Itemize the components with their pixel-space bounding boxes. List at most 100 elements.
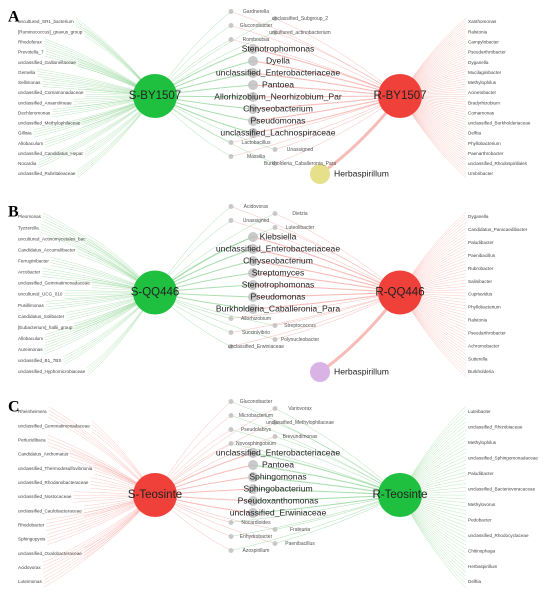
taxon-label: Sphingomonas bbox=[249, 471, 306, 481]
taxon-label: unclassified_Gallionellaceae bbox=[18, 60, 76, 65]
hub-label: R-Teosinte bbox=[373, 489, 428, 501]
taxon-label: Campylobacter bbox=[468, 39, 499, 44]
taxon-label: Sphingobacterium bbox=[243, 483, 312, 493]
panel-letter: C bbox=[8, 399, 20, 416]
taxon-label: Delftia bbox=[468, 131, 481, 136]
taxon-label: unclassified_Methylophilaceae bbox=[266, 420, 334, 426]
taxon-label: unclassified_Rhodospirillales bbox=[468, 161, 528, 166]
taxon-label: Variovorax bbox=[288, 406, 312, 412]
taxon-label: Perlucidibaca bbox=[18, 438, 46, 443]
taxon-node bbox=[228, 204, 234, 209]
taxon-node bbox=[272, 434, 278, 439]
taxon-label: unclassified_Enterobacteriaceae bbox=[216, 67, 340, 77]
taxon-node bbox=[272, 211, 278, 216]
taxon-node bbox=[228, 520, 234, 525]
taxon-label: Burkholderia_Caballeronia_Para bbox=[216, 303, 340, 313]
taxon-label: Herbaspirillum bbox=[468, 564, 498, 569]
taxon-label: Acidovorax bbox=[18, 565, 41, 570]
taxon-node bbox=[272, 527, 278, 532]
taxon-label: Delftia bbox=[468, 579, 481, 584]
taxon-node bbox=[248, 128, 258, 138]
taxon-label: unclassified_Rubritaleaceae bbox=[18, 171, 76, 176]
taxon-label: Allobaculum bbox=[18, 141, 43, 146]
taxon-label: Candidatus_Accumulibacter bbox=[18, 247, 76, 252]
taxon-label: Pseudomonas bbox=[251, 291, 306, 301]
taxon-label: Pedobacter bbox=[468, 517, 492, 522]
taxon-label: Pseudolabrys bbox=[241, 427, 272, 433]
taxon-label: [Eubacterium]_hallii_group bbox=[18, 325, 73, 330]
taxon-node bbox=[248, 508, 258, 518]
taxon-label: Methylophilus bbox=[468, 80, 497, 85]
taxon-label: Comamonas bbox=[468, 110, 495, 115]
taxon-label: unclassified_Caulobacteraceae bbox=[18, 508, 82, 513]
taxon-label: unclassified_Hyphomicrobiaceae bbox=[18, 369, 86, 374]
taxon-label: Allorhizobium_Neorhizobium_Par bbox=[214, 91, 342, 101]
taxon-label: Paenarthrobacter bbox=[468, 151, 504, 156]
taxon-label: uncultured_SR1_bacterium bbox=[18, 19, 74, 24]
taxon-label: Cupriavidus bbox=[468, 292, 493, 297]
panel-letter: A bbox=[8, 9, 20, 26]
taxon-label: Gluconobacter bbox=[240, 399, 273, 405]
taxon-label: Aureimonas bbox=[18, 347, 43, 352]
taxon-node bbox=[228, 344, 234, 349]
taxon-label: Salinibacter bbox=[468, 279, 492, 284]
taxon-label: Xanthomonas bbox=[468, 19, 497, 24]
satellite-label: Herbaspirillum bbox=[334, 168, 389, 178]
taxon-label: Dechloromonas bbox=[18, 110, 51, 115]
taxon-node bbox=[272, 420, 278, 425]
taxon-label: unclassified_Burkholderiaceae bbox=[468, 121, 531, 126]
edge bbox=[230, 11, 401, 97]
taxon-label: Paenibacillus bbox=[285, 541, 315, 547]
taxon-node bbox=[272, 16, 278, 21]
taxon-node bbox=[248, 92, 258, 102]
taxon-label: Acidovorax bbox=[244, 204, 269, 210]
taxon-label: Allorhizobium bbox=[241, 316, 271, 322]
taxon-node bbox=[248, 268, 258, 278]
hub-label: S-BY1507 bbox=[129, 90, 181, 102]
taxon-label: Mucilaginibacter bbox=[468, 70, 502, 75]
taxon-label: Candidatus_Anthomatus bbox=[18, 452, 69, 457]
taxon-label: uncultured_Actinomycetales_bac bbox=[18, 236, 86, 241]
taxon-label: Rhodoferax bbox=[18, 39, 42, 44]
taxon-node bbox=[228, 399, 234, 404]
taxon-label: Sellimonas bbox=[18, 80, 41, 85]
taxon-label: Lactobacillus bbox=[242, 140, 271, 146]
taxon-label: unclassified_Subgroup_2 bbox=[272, 16, 328, 22]
taxon-node bbox=[272, 161, 278, 166]
taxon-label: Polynucleobacter bbox=[281, 337, 320, 343]
taxon-label: Candidatus_Paracaedibacter bbox=[468, 227, 528, 232]
taxon-label: Luteolibacter bbox=[286, 225, 315, 231]
taxon-label: unclassified_Rhizobiaceae bbox=[468, 425, 523, 430]
taxon-label: unclassified_Bacteriovoracaceae bbox=[468, 486, 536, 491]
taxon-label: Rheinheimera bbox=[18, 409, 47, 414]
taxon-node bbox=[228, 548, 234, 553]
taxon-node bbox=[272, 147, 278, 152]
taxon-label: unclassified_Rhodanobacteraceae bbox=[18, 480, 89, 485]
taxon-node bbox=[248, 244, 258, 254]
taxon-label: Ferruginibacter bbox=[18, 259, 49, 264]
taxon-node bbox=[272, 337, 278, 342]
taxon-label: unclassified_Nostocaceae bbox=[18, 494, 72, 499]
taxon-node bbox=[248, 280, 258, 290]
taxon-label: Pleomonas bbox=[18, 214, 42, 219]
taxon-label: Achromobacter bbox=[468, 343, 500, 348]
taxon-node bbox=[228, 534, 234, 539]
taxon-label: unclassified_Thermodesulfovibrionia bbox=[18, 466, 93, 471]
satellite-label: Herbaspirillum bbox=[334, 366, 389, 376]
taxon-label: Dyganella bbox=[468, 214, 489, 219]
taxon-node bbox=[272, 541, 278, 546]
taxon-label: uncultured_UCG_010 bbox=[18, 292, 63, 297]
taxon-label: Nocardioides bbox=[241, 520, 271, 526]
taxon-label: unclassified_Comamonadaceae bbox=[18, 90, 84, 95]
hub-label: R-QQ446 bbox=[375, 287, 424, 299]
taxon-label: Unassigned bbox=[243, 218, 270, 224]
taxon-label: Pantoea bbox=[262, 79, 294, 89]
taxon-label: Pusillimonas bbox=[18, 303, 44, 308]
taxon-label: Burkholderia_Caballeronia_Para bbox=[264, 161, 336, 167]
taxon-label: Phyllobacterium bbox=[468, 141, 501, 146]
taxon-node bbox=[228, 441, 234, 446]
taxon-label: Candidatus_Solibacter bbox=[18, 314, 65, 319]
taxon-label: Klebsiella bbox=[260, 231, 297, 241]
